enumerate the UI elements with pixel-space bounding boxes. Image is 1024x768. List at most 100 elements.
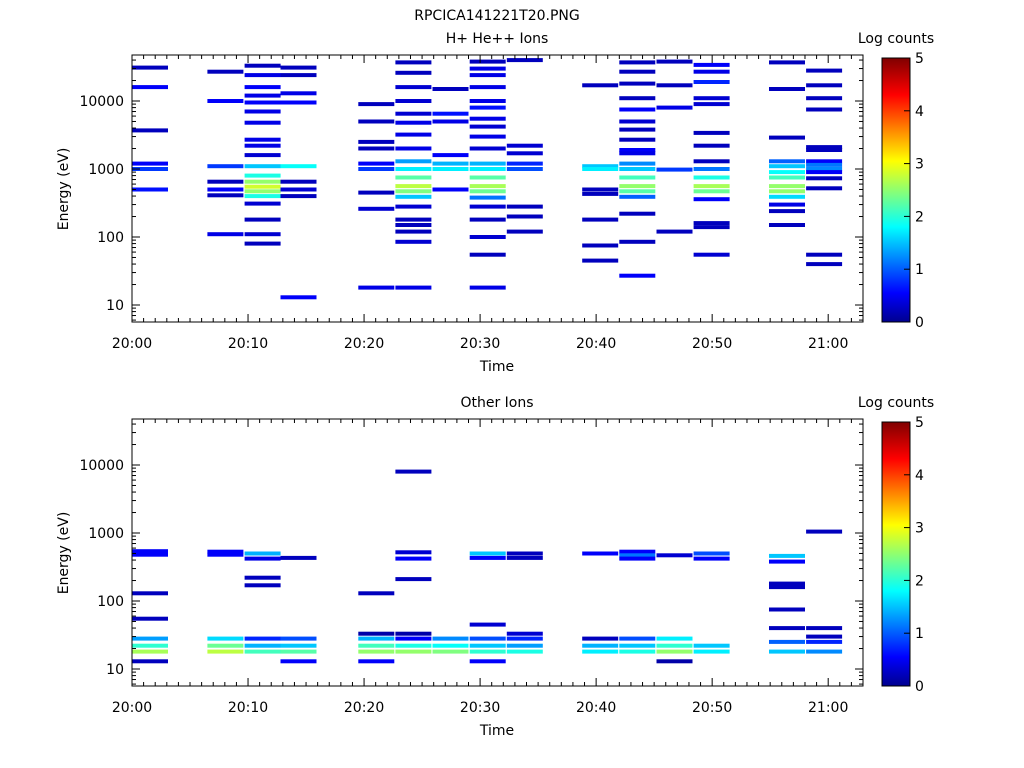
y-tick-label: 100 — [97, 594, 124, 610]
heatmap-cell — [693, 102, 730, 107]
heatmap-cell — [244, 189, 281, 194]
heatmap-cell — [280, 643, 317, 648]
heatmap-cell — [132, 552, 168, 557]
heatmap-cell — [395, 223, 432, 227]
heatmap-cell — [769, 87, 805, 91]
heatmap-cell — [358, 167, 395, 171]
colorbar-tick-label: 3 — [915, 521, 924, 537]
heatmap-cell — [506, 649, 543, 654]
heatmap-cell — [244, 164, 281, 169]
heatmap-cell — [132, 167, 168, 171]
heatmap-cell — [469, 204, 506, 209]
heatmap-cell — [469, 252, 506, 257]
axes: 20:00 20:10 20:20 20:30 20:40 20:50 21:00 10 100… — [79, 55, 864, 352]
colorbar — [881, 421, 911, 687]
colorbar-tick-label: 5 — [915, 51, 924, 67]
heatmap-cell — [693, 130, 730, 135]
heatmap-cell — [244, 551, 281, 556]
heatmap-cell — [469, 285, 506, 290]
heatmap-cell — [395, 111, 432, 116]
heatmap-cell — [244, 636, 281, 641]
heatmap-cell — [619, 151, 656, 156]
heatmap-cell — [619, 175, 656, 180]
heatmap-cell — [432, 119, 469, 124]
heatmap-cell — [469, 66, 506, 71]
heatmap-cell — [395, 85, 432, 90]
heatmap-cell — [806, 145, 843, 150]
heatmap-cell — [619, 137, 656, 142]
heatmap-cell — [806, 529, 843, 534]
heatmap-cell — [358, 190, 395, 195]
panel-other-ions: Other Ions 20:00 20:10 20:20 20:30 20:40 20:5… — [56, 395, 934, 739]
heatmap-cell — [506, 143, 543, 148]
heatmap-cell — [358, 631, 395, 636]
heatmap-cell — [207, 552, 244, 557]
heatmap-cell — [132, 643, 168, 648]
heatmap-cell — [619, 167, 656, 171]
x-tick-label: 20:20 — [344, 336, 384, 352]
heatmap-cell — [769, 223, 805, 227]
y-axis-label: Energy (eV) — [56, 148, 72, 231]
heatmap-cell — [244, 153, 281, 158]
heatmap-cell — [207, 187, 244, 192]
heatmap-cell — [806, 626, 843, 631]
heatmap-cell — [693, 184, 730, 189]
heatmap-cell — [619, 127, 656, 132]
heatmap-cell — [619, 184, 656, 189]
heatmap-cell — [132, 649, 168, 654]
heatmap-cell — [769, 626, 805, 631]
heatmap-cell — [806, 167, 843, 171]
heatmap-cell — [395, 285, 432, 290]
heatmap-cell — [132, 187, 168, 192]
heatmap-cell — [280, 659, 317, 664]
heatmap-cell — [693, 252, 730, 257]
colorbar-tick-label: 4 — [915, 468, 924, 484]
heatmap-cell — [207, 99, 244, 103]
colorbar-label: Log counts — [858, 31, 934, 47]
heatmap-cell — [693, 649, 730, 654]
heatmap-cell — [358, 649, 395, 654]
heatmap-cell — [506, 229, 543, 234]
heatmap-cell — [693, 143, 730, 148]
heatmap-cell — [769, 553, 805, 558]
heatmap-cell — [693, 175, 730, 180]
heatmap-cell — [582, 258, 619, 263]
heatmap-cell — [619, 643, 656, 648]
heatmap-cell — [619, 81, 656, 86]
heatmap-cell — [395, 189, 432, 194]
heatmap-cell — [395, 239, 432, 244]
heatmap-cell — [244, 575, 281, 580]
heatmap-cell — [469, 99, 506, 103]
heatmap-cell — [244, 556, 281, 561]
heatmap-cell — [582, 167, 619, 171]
heatmap-cell — [132, 128, 168, 133]
heatmap-cell — [693, 96, 730, 101]
heatmap-cell — [244, 85, 281, 90]
heatmap-cell — [244, 583, 281, 588]
heatmap-cell — [619, 69, 656, 74]
heatmap-cell — [244, 143, 281, 148]
heatmap-cell — [432, 111, 469, 116]
heatmap-cell — [280, 91, 317, 96]
colorbar-label: Log counts — [858, 395, 934, 411]
x-tick-label: 20:50 — [692, 336, 732, 352]
colorbar-tick-label: 1 — [915, 626, 924, 642]
heatmap-cell — [619, 96, 656, 101]
heatmap-cell — [656, 553, 693, 558]
heatmap-cell — [207, 549, 244, 554]
heatmap-cell — [469, 643, 506, 648]
heatmap-cell — [693, 167, 730, 171]
heatmap-cell — [806, 159, 843, 164]
heatmap-cell — [432, 643, 469, 648]
heatmap-cell — [395, 204, 432, 209]
heatmap-cell — [806, 252, 843, 257]
heatmap-cell — [769, 60, 805, 65]
heatmap-cell — [244, 93, 281, 98]
heatmap-cell — [769, 170, 805, 175]
heatmap-cell — [469, 167, 506, 171]
heatmap-cell — [395, 60, 432, 65]
heatmap-cell — [244, 73, 281, 78]
heatmap-cell — [280, 295, 317, 300]
heatmap-cell — [769, 159, 805, 164]
heatmap-cell — [769, 649, 805, 654]
